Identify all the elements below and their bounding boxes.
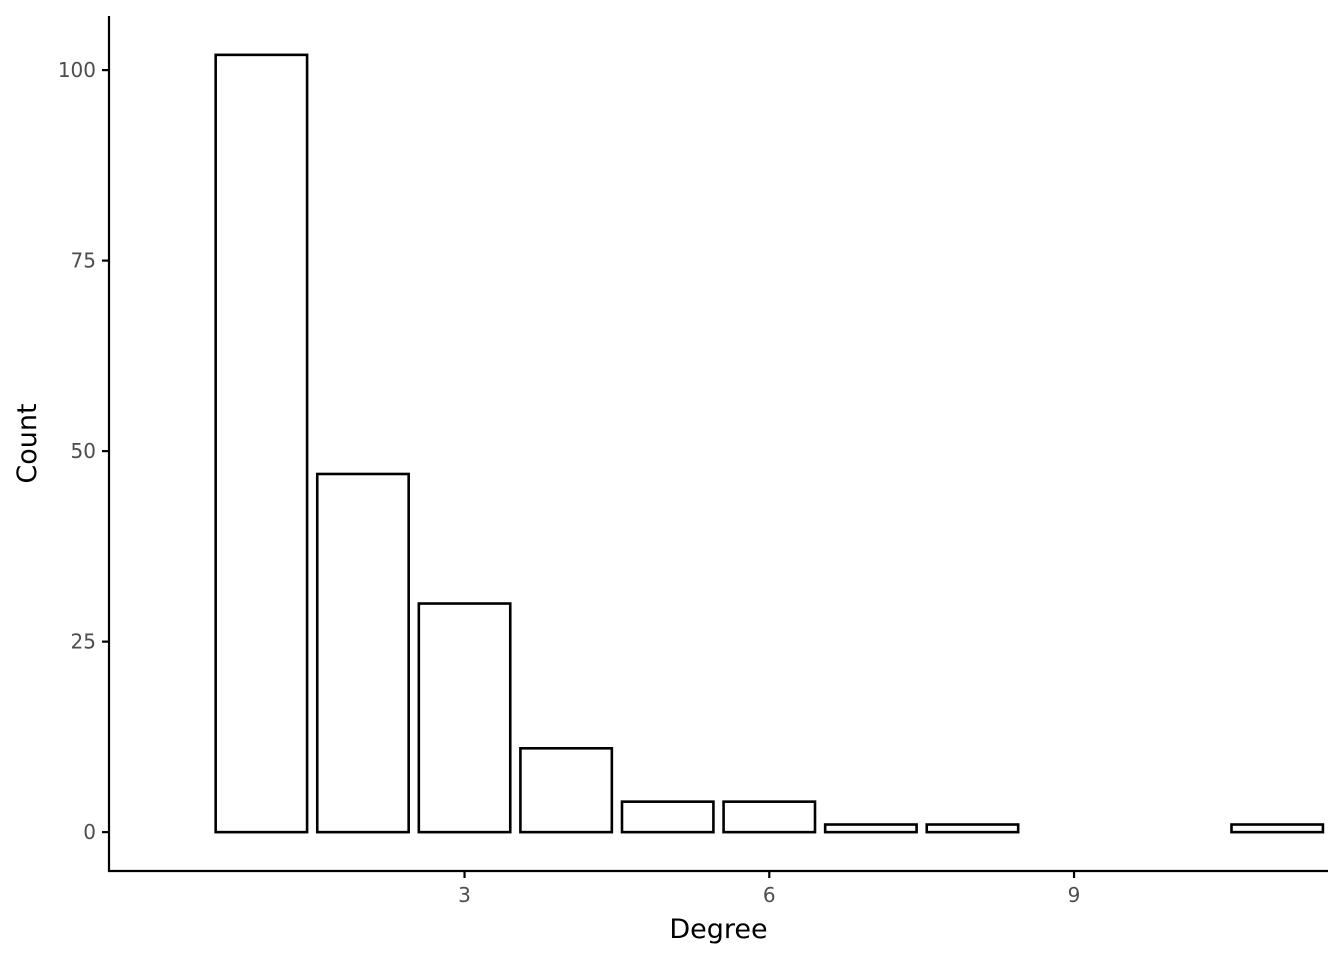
y-axis-title: Count [12,403,43,483]
bar-degree-8 [925,823,1020,834]
bar-degree-6 [722,800,817,834]
y-ticks-layer: 0 25 50 75 100 [58,58,109,844]
bar-degree-4 [519,747,614,834]
bar-degree-3 [417,602,512,834]
x-tick-label-3: 3 [458,883,471,907]
x-tick-label-9: 9 [1068,883,1081,907]
y-tick-label-75: 75 [71,249,96,273]
bar-degree-7 [823,823,918,834]
bar-degree-1 [214,53,309,834]
x-axis-title: Degree [669,914,767,945]
axes-layer [107,16,1328,873]
bar-degree-5 [620,800,715,834]
bar-degree-11 [1230,823,1325,834]
y-tick-label-25: 25 [71,630,96,654]
y-tick-label-50: 50 [71,439,96,463]
x-tick-label-6: 6 [763,883,776,907]
bars-layer [214,53,1325,834]
y-tick-label-100: 100 [58,58,96,82]
x-ticks-layer: 3 6 9 [458,871,1080,907]
bar-degree-2 [315,472,410,834]
y-tick-label-0: 0 [83,820,96,844]
